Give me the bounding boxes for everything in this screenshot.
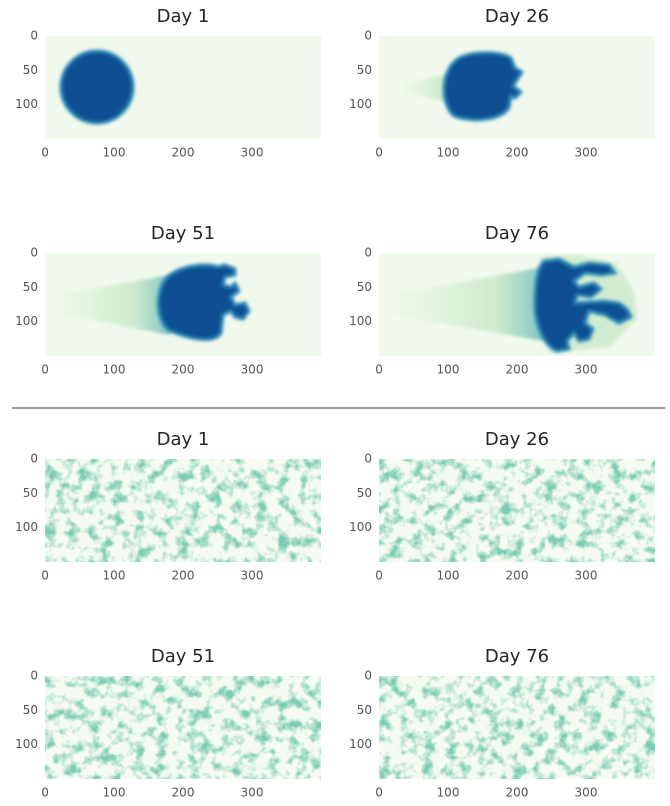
y-tick-label: 0	[364, 246, 372, 260]
panel-title: Day 26	[485, 429, 549, 450]
panel-title: Day 1	[157, 429, 210, 450]
x-tick-label: 300	[241, 569, 264, 583]
plume	[61, 51, 133, 123]
x-tick-label: 300	[241, 146, 264, 160]
image	[379, 676, 655, 779]
y-tick-label: 100	[15, 97, 38, 111]
x-tick-label: 0	[41, 363, 49, 377]
image	[379, 459, 655, 562]
y-tick-label: 50	[357, 280, 372, 294]
x-tick-label: 100	[437, 146, 460, 160]
panel: Day 76 0 100 200 300 0 50 100	[349, 223, 655, 377]
figure: Day 1 0 100 200 300 0 50 100 Day 26 0 100 200 300 0 50…	[0, 0, 670, 806]
x-tick-label: 100	[437, 363, 460, 377]
panel: Day 26 0 100 200 300 0 50 100	[349, 429, 655, 583]
image-noise	[379, 459, 655, 562]
y-tick-label: 50	[357, 63, 372, 77]
image-noise	[45, 459, 321, 562]
x-tick-label: 0	[375, 786, 383, 800]
panel-title: Day 26	[485, 6, 549, 27]
x-tick-label: 200	[172, 786, 195, 800]
x-tick-label: 200	[172, 146, 195, 160]
panel: Day 76 0 100 200 300 0 50 100	[349, 646, 655, 800]
x-tick-label: 200	[506, 146, 529, 160]
panel: Day 51 0 100 200 300 0 50 100	[15, 223, 321, 377]
x-tick-label: 200	[506, 363, 529, 377]
x-tick-label: 300	[575, 569, 598, 583]
y-tick-label: 50	[357, 703, 372, 717]
x-tick-label: 100	[103, 786, 126, 800]
panel-title: Day 76	[485, 223, 549, 244]
image	[379, 36, 655, 139]
x-tick-label: 100	[437, 786, 460, 800]
y-tick-label: 100	[15, 520, 38, 534]
panel: Day 1 0 100 200 300 0 50 100	[15, 6, 321, 160]
image	[45, 676, 321, 779]
image	[379, 253, 655, 356]
y-tick-label: 100	[349, 737, 372, 751]
y-tick-label: 0	[30, 669, 38, 683]
y-tick-label: 50	[23, 280, 38, 294]
y-tick-label: 0	[364, 669, 372, 683]
x-tick-label: 300	[241, 363, 264, 377]
x-tick-label: 0	[375, 363, 383, 377]
y-tick-label: 50	[357, 486, 372, 500]
x-tick-label: 100	[437, 569, 460, 583]
x-tick-label: 100	[103, 569, 126, 583]
x-tick-label: 300	[575, 363, 598, 377]
y-tick-label: 100	[349, 314, 372, 328]
x-tick-label: 0	[41, 569, 49, 583]
x-tick-label: 200	[506, 786, 529, 800]
x-tick-label: 0	[375, 146, 383, 160]
y-tick-label: 100	[349, 97, 372, 111]
x-tick-label: 200	[172, 569, 195, 583]
y-tick-label: 100	[349, 520, 372, 534]
panel-title: Day 76	[485, 646, 549, 667]
x-tick-label: 0	[41, 786, 49, 800]
y-tick-label: 50	[23, 486, 38, 500]
y-tick-label: 0	[364, 452, 372, 466]
y-tick-label: 0	[364, 29, 372, 43]
x-tick-label: 0	[375, 569, 383, 583]
x-tick-label: 200	[506, 569, 529, 583]
y-tick-label: 0	[30, 452, 38, 466]
panel: Day 1 0 100 200 300 0 50 100	[15, 429, 321, 583]
panel-title: Day 51	[151, 223, 215, 244]
x-tick-label: 100	[103, 146, 126, 160]
image-noise	[45, 676, 321, 779]
image-noise	[379, 676, 655, 779]
y-tick-label: 100	[15, 737, 38, 751]
image	[45, 36, 321, 139]
x-tick-label: 300	[575, 786, 598, 800]
x-tick-label: 300	[241, 786, 264, 800]
x-tick-label: 300	[575, 146, 598, 160]
y-tick-label: 50	[23, 703, 38, 717]
x-tick-label: 0	[41, 146, 49, 160]
panel: Day 51 0 100 200 300 0 50 100	[15, 646, 321, 800]
y-tick-label: 50	[23, 63, 38, 77]
y-tick-label: 0	[30, 246, 38, 260]
y-tick-label: 0	[30, 29, 38, 43]
x-tick-label: 200	[172, 363, 195, 377]
panel-title: Day 51	[151, 646, 215, 667]
image	[45, 459, 321, 562]
image	[45, 253, 321, 356]
panel-title: Day 1	[157, 6, 210, 27]
panel: Day 26 0 100 200 300 0 50 100	[349, 6, 655, 160]
y-tick-label: 100	[15, 314, 38, 328]
x-tick-label: 100	[103, 363, 126, 377]
